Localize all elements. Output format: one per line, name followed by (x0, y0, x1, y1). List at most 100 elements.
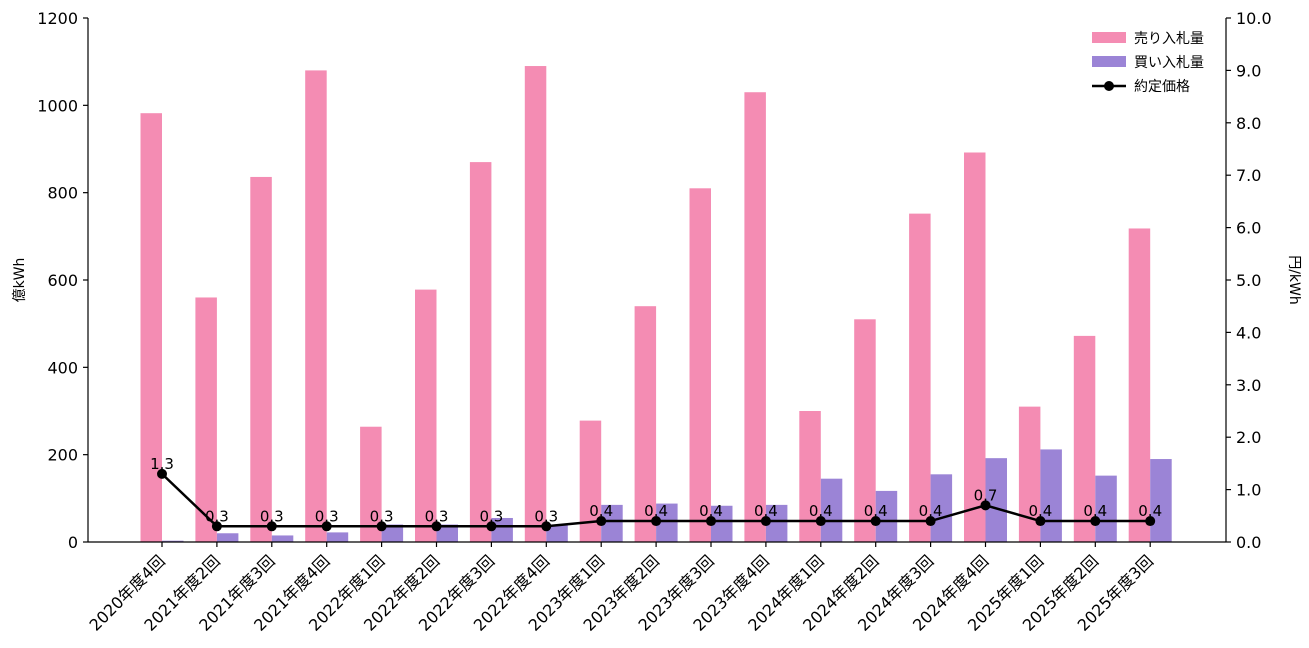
buy-bar (271, 535, 294, 542)
y-left-tick-label: 200 (47, 446, 78, 465)
price-point (321, 521, 332, 532)
legend-swatch-price-marker (1104, 81, 1114, 91)
price-point (1145, 516, 1156, 527)
buy-bar (326, 532, 349, 542)
y-right-tick-label: 8.0 (1236, 114, 1261, 133)
sell-bar (744, 92, 766, 542)
price-point (266, 521, 277, 532)
y-right-tick-label: 10.0 (1236, 9, 1272, 28)
buy-bar (546, 524, 568, 542)
sell-bar (689, 188, 711, 543)
sell-bar (360, 426, 382, 542)
legend-swatch-buy (1092, 56, 1126, 67)
sell-bar (524, 66, 547, 543)
y-right-tick-label: 6.0 (1236, 219, 1261, 238)
price-data-label: 0.4 (754, 502, 778, 520)
sell-bar (634, 306, 657, 542)
sell-bar (1128, 228, 1151, 542)
y-right-tick-label: 5.0 (1236, 271, 1261, 290)
buy-bar (1150, 459, 1172, 542)
price-data-label: 0.7 (974, 486, 998, 504)
price-data-label: 0.4 (1138, 502, 1162, 520)
y-left-tick-label: 600 (47, 271, 78, 290)
sell-bar (1073, 335, 1096, 542)
y-left-tick-label: 1200 (37, 9, 78, 28)
price-point (486, 521, 497, 532)
price-point (541, 521, 552, 532)
price-point (980, 500, 991, 511)
buy-bar (216, 533, 239, 542)
price-point (925, 516, 936, 527)
price-data-label: 0.3 (479, 507, 503, 525)
price-data-label: 0.4 (1028, 502, 1052, 520)
buy-bar (1040, 449, 1062, 542)
y-right-axis-title: 円/kWh (1286, 255, 1302, 305)
buy-bar (820, 478, 843, 542)
sell-bar (140, 113, 162, 543)
price-point (157, 468, 167, 479)
price-point (596, 516, 607, 527)
price-point (651, 516, 662, 527)
sell-bar (250, 176, 272, 543)
sell-bar (305, 70, 327, 543)
buy-bar (656, 503, 678, 542)
buy-bar (491, 517, 513, 542)
y-left-tick-label: 400 (47, 358, 78, 377)
price-point (1035, 516, 1046, 527)
price-data-label: 0.4 (864, 502, 888, 520)
buy-bar (930, 474, 953, 542)
price-data-label: 0.4 (809, 502, 833, 520)
legend-label-buy: 買い入札量 (1134, 55, 1204, 71)
buy-bar (875, 490, 898, 542)
buy-bar (711, 505, 733, 542)
price-point (706, 516, 716, 527)
price-point (1090, 516, 1101, 527)
buy-bar (601, 504, 623, 542)
buy-bar (1095, 475, 1117, 542)
price-data-label: 0.3 (534, 507, 558, 525)
y-left-tick-label: 1000 (37, 96, 78, 115)
legend-label-price: 約定価格 (1134, 79, 1190, 95)
price-data-label: 0.4 (1083, 502, 1107, 520)
buy-bar (765, 504, 788, 542)
buy-bar (985, 458, 1007, 542)
sell-bar (964, 152, 986, 542)
legend-swatch-sell (1092, 32, 1126, 43)
y-right-tick-label: 7.0 (1236, 166, 1261, 185)
y-right-tick-label: 2.0 (1236, 428, 1261, 447)
price-data-label: 0.4 (644, 502, 668, 520)
price-point (760, 516, 771, 527)
price-data-label: 1.3 (150, 455, 174, 473)
bars-layer (140, 66, 1172, 543)
sell-bar (579, 420, 602, 542)
price-data-label: 0.3 (205, 507, 229, 525)
price-line-layer: 1.3 0.3 0.3 0.3 0.3 0.3 0.3 0.3 0.4 0.4 0.4 0.4 0.4 0… (150, 455, 1162, 532)
sell-bar (195, 297, 217, 542)
price-point (431, 521, 442, 532)
buy-bar (436, 524, 458, 542)
price-data-label: 0.3 (370, 507, 394, 525)
price-data-label: 0.4 (919, 502, 943, 520)
sell-bar (909, 213, 931, 543)
y-right-tick-label: 3.0 (1236, 376, 1261, 395)
y-left-tick-label: 800 (47, 184, 78, 203)
sell-bar (1018, 406, 1041, 542)
sell-bar (854, 319, 876, 542)
y-left-tick-label: 0 (68, 533, 78, 552)
price-point (211, 521, 222, 532)
price-data-label: 0.3 (315, 507, 339, 525)
price-data-label: 0.3 (260, 507, 284, 525)
sell-bar (799, 411, 821, 542)
y-right-tick-label: 9.0 (1236, 61, 1261, 80)
price-data-label: 0.4 (589, 502, 613, 520)
price-data-label: 0.3 (425, 507, 449, 525)
price-point (376, 521, 387, 532)
price-point (815, 516, 826, 527)
sell-bar (415, 289, 437, 542)
sell-bar (469, 162, 492, 542)
price-point (870, 516, 881, 527)
buy-bar (162, 540, 184, 542)
buy-bar (381, 524, 404, 542)
